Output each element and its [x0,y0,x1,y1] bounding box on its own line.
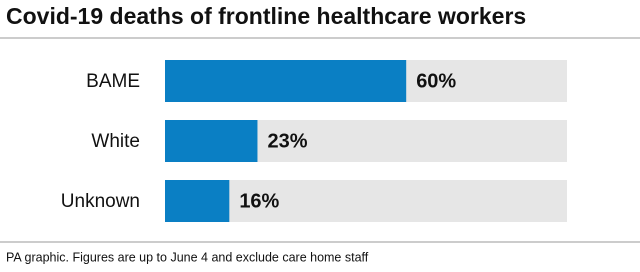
footnote: PA graphic. Figures are up to June 4 and… [6,250,369,264]
bar [165,180,230,222]
chart-title: Covid-19 deaths of frontline healthcare … [6,3,526,29]
category-label: Unknown [61,191,140,212]
bar-track [165,180,567,222]
category-label: BAME [86,71,140,92]
category-label: White [91,131,140,152]
value-label: 23% [267,130,307,152]
value-label: 60% [416,70,456,92]
bar [165,120,258,162]
bar [165,60,407,102]
value-label: 16% [239,190,279,212]
